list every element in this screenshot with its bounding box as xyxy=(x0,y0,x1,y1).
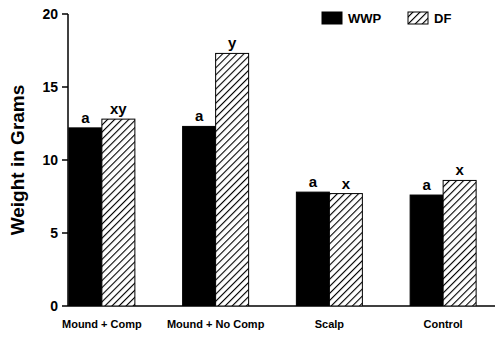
bar xyxy=(296,192,329,306)
y-tick xyxy=(62,305,68,307)
y-tick-label: 15 xyxy=(42,79,58,95)
x-tick-label: Mound + Comp xyxy=(62,318,142,330)
bar xyxy=(329,194,362,306)
legend-swatch xyxy=(408,12,428,24)
x-tick-label: Scalp xyxy=(315,318,345,330)
significance-letter: a xyxy=(81,109,90,126)
significance-letter: x xyxy=(342,175,351,192)
y-axis-label: Weight in Grams xyxy=(7,85,28,236)
legend-label: WWP xyxy=(348,11,382,26)
significance-letter: a xyxy=(195,107,204,124)
bar xyxy=(183,126,216,306)
bars xyxy=(69,53,476,306)
x-tick-label: Control xyxy=(424,318,463,330)
legend-label: DF xyxy=(434,11,451,26)
annotations: a xy a y a x a x xyxy=(81,34,464,193)
y-tick-label: 20 xyxy=(42,6,58,22)
chart-container: 0 5 10 15 20 Weight in Grams a xy a y a x a x Mound + … xyxy=(0,0,500,345)
significance-letter: a xyxy=(309,173,318,190)
bar xyxy=(102,119,135,306)
legend: WWP DF xyxy=(322,11,451,26)
bar xyxy=(69,128,102,306)
significance-letter: y xyxy=(228,34,237,51)
y-tick xyxy=(62,232,68,234)
y-tick-label: 5 xyxy=(50,225,58,241)
y-tick-label: 0 xyxy=(50,298,58,314)
significance-letter: a xyxy=(422,176,431,193)
legend-swatch xyxy=(322,12,342,24)
y-tick xyxy=(62,86,68,88)
chart-svg: 0 5 10 15 20 Weight in Grams a xy a y a x a x Mound + … xyxy=(0,0,500,345)
y-tick-label: 10 xyxy=(42,152,58,168)
x-tick-label: Mound + No Comp xyxy=(167,318,265,330)
y-tick xyxy=(62,13,68,15)
y-tick xyxy=(62,159,68,161)
significance-letter: xy xyxy=(110,100,127,117)
significance-letter: x xyxy=(455,161,464,178)
bar xyxy=(216,53,249,306)
bar xyxy=(410,195,443,306)
bar xyxy=(443,180,476,306)
